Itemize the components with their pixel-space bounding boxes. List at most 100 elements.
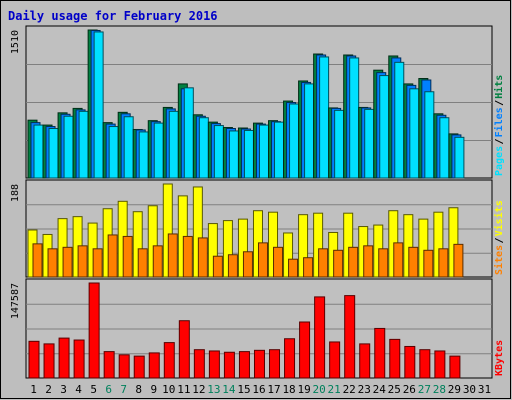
panel-legend: KBytes (494, 340, 505, 376)
legend-hits: Hits (493, 75, 505, 99)
legend-sites: Sites (493, 245, 505, 275)
x-tick-label: 21 (328, 383, 341, 396)
bar-kbytes-day-5 (88, 282, 100, 379)
chart-panels: 1510 Pages/Files/Hits 188Sites/Visits14758… (10, 25, 505, 379)
x-tick-label: 10 (162, 383, 175, 396)
bar-kbytes-day-12 (193, 349, 205, 379)
bar-pages-day-9 (153, 122, 164, 179)
x-tick-label: 19 (297, 383, 310, 396)
x-tick-label: 17 (267, 383, 280, 396)
x-tick-label: 29 (448, 383, 461, 396)
x-tick-label: 2 (45, 383, 52, 396)
bar-pages-day-29 (454, 136, 465, 179)
panel-bars (28, 282, 461, 379)
bar-kbytes-day-21 (329, 341, 341, 379)
bar-sites-day-15 (242, 251, 253, 278)
bar-kbytes-day-10 (163, 342, 175, 379)
bar-sites-day-17 (273, 246, 284, 278)
legend-visits: Visits (493, 200, 505, 236)
bar-pages-day-25 (394, 61, 405, 179)
bar-pages-day-26 (409, 88, 420, 179)
bar-kbytes-day-16 (253, 349, 265, 379)
x-tick-label: 5 (90, 383, 97, 396)
bar-pages-day-2 (48, 128, 59, 179)
panel-legend: Pages/Files/Hits (493, 75, 505, 176)
panel-top: 1510 Pages/Files/Hits (10, 25, 505, 179)
bar-sites-day-29 (453, 243, 464, 278)
bar-pages-day-14 (228, 130, 239, 179)
bar-sites-day-7 (122, 235, 133, 278)
bar-sites-day-28 (438, 248, 449, 278)
bar-kbytes-day-26 (404, 345, 416, 379)
bar-sites-day-16 (257, 242, 268, 278)
bar-sites-day-18 (288, 258, 299, 278)
x-tick-label: 15 (237, 383, 250, 396)
bar-pages-day-18 (289, 103, 300, 179)
bar-kbytes-day-14 (223, 351, 235, 379)
bar-sites-day-23 (363, 245, 374, 278)
x-tick-label: 9 (150, 383, 157, 396)
x-tick-label: 22 (343, 383, 356, 396)
chart-title: Daily usage for February 2016 (8, 9, 218, 23)
bar-pages-day-8 (138, 131, 149, 179)
x-tick-label: 18 (282, 383, 295, 396)
bar-kbytes-day-3 (58, 337, 70, 379)
x-tick-label: 3 (60, 383, 67, 396)
bar-kbytes-day-1 (28, 340, 40, 379)
bar-pages-day-22 (349, 57, 360, 179)
x-tick-label: 13 (207, 383, 220, 396)
bar-pages-day-4 (78, 110, 89, 179)
panel-legend: Sites /Visits (493, 200, 505, 275)
x-tick-label: 26 (403, 383, 416, 396)
bar-pages-day-13 (213, 125, 224, 179)
bar-sites-day-8 (137, 248, 148, 278)
x-tick-label: 12 (192, 383, 205, 396)
bar-sites-day-9 (152, 245, 163, 278)
bar-kbytes-day-6 (103, 351, 115, 379)
x-tick-label: 7 (120, 383, 127, 396)
bar-sites-day-25 (393, 242, 404, 278)
x-tick-label: 20 (313, 383, 326, 396)
x-tick-label: 30 (463, 383, 476, 396)
bar-kbytes-day-19 (299, 321, 311, 379)
bar-kbytes-day-15 (238, 351, 250, 379)
legend-separator: / (494, 100, 505, 106)
x-tick-label: 24 (373, 383, 387, 396)
bar-sites-day-26 (408, 246, 419, 278)
bar-sites-day-11 (182, 235, 193, 278)
bar-pages-day-10 (168, 110, 179, 179)
bar-kbytes-day-4 (73, 339, 85, 379)
panel-bottom: 147587 KBytes (10, 278, 505, 379)
panel-middle: 188 Sites /Visits (10, 179, 505, 278)
bar-pages-day-16 (258, 124, 269, 179)
bar-sites-day-22 (348, 246, 359, 278)
bar-kbytes-day-27 (419, 349, 431, 379)
x-tick-label: 31 (478, 383, 491, 396)
bar-kbytes-day-8 (133, 355, 145, 379)
bar-kbytes-day-17 (269, 349, 281, 379)
bar-pages-day-1 (33, 124, 44, 179)
legend-files: Files (493, 107, 505, 137)
bar-pages-day-24 (379, 75, 390, 179)
x-tick-label: 11 (177, 383, 190, 396)
bar-pages-day-23 (364, 108, 375, 179)
x-tick-label: 28 (433, 383, 446, 396)
bar-pages-day-3 (63, 115, 74, 179)
bar-kbytes-day-13 (208, 350, 220, 379)
bar-pages-day-21 (334, 109, 345, 179)
panel-max-label: 1510 (10, 30, 21, 54)
x-axis: 1 2 3 4 5 6 7 8 9 10 11 12 13 14 15 16 17 18 19 20 21 22 23 24 2… (30, 383, 491, 396)
bar-pages-day-15 (243, 129, 254, 179)
x-tick-label: 27 (418, 383, 431, 396)
bar-pages-day-20 (319, 56, 330, 179)
bar-sites-day-27 (423, 249, 434, 278)
bar-kbytes-day-28 (434, 350, 446, 379)
x-tick-label: 16 (252, 383, 265, 396)
panel-bars (27, 183, 464, 278)
bar-kbytes-day-2 (43, 343, 55, 379)
bar-sites-day-21 (333, 249, 344, 278)
x-tick-label: 25 (388, 383, 401, 396)
panel-bars (27, 29, 465, 179)
